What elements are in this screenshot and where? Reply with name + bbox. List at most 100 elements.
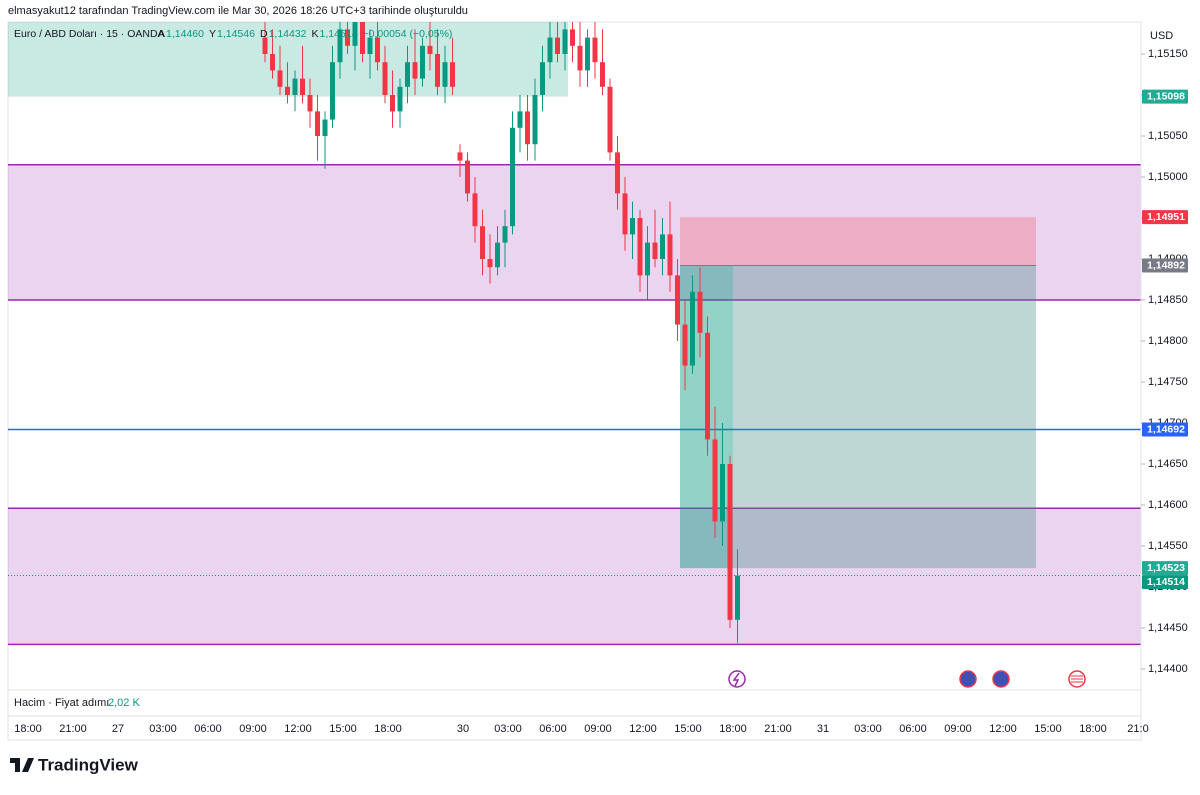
candle-body: [420, 45, 425, 79]
zone: [8, 508, 1141, 645]
price-tick-label: 1,14850: [1148, 294, 1188, 306]
candle-body: [270, 54, 275, 71]
price-badge-label: 1,14692: [1147, 423, 1185, 435]
candle-body: [585, 37, 590, 71]
price-badge-label: 1,14514: [1147, 576, 1185, 588]
candle-body: [457, 152, 463, 161]
legend-key: D: [260, 28, 268, 40]
candle-body: [495, 242, 500, 268]
time-label: 09:00: [584, 723, 612, 735]
time-label: 12:00: [989, 723, 1017, 735]
event-icon[interactable]: [959, 670, 977, 688]
time-label: 12:00: [629, 723, 657, 735]
time-label: 09:00: [239, 723, 267, 735]
legend-key: Y: [209, 28, 216, 40]
candle-body: [600, 62, 605, 87]
candle-body: [435, 54, 440, 87]
price-badge-label: 1,15098: [1147, 90, 1185, 102]
event-icons: [728, 670, 1086, 688]
run-zone: [733, 265, 1036, 569]
time-label: 31: [817, 723, 829, 735]
legend-value: 1,14514: [320, 28, 358, 40]
candle-body: [510, 127, 515, 227]
candle-body: [690, 291, 695, 366]
candle-body: [412, 62, 418, 79]
price-badge-label: 1,14892: [1147, 259, 1185, 271]
candle-body: [667, 234, 673, 276]
time-label: 06:00: [899, 723, 927, 735]
candle-body: [675, 275, 680, 325]
time-label: 27: [112, 723, 124, 735]
price-tick-label: 1,15050: [1148, 130, 1188, 142]
price-badge-label: 1,14951: [1147, 211, 1185, 223]
candle-body: [442, 62, 448, 87]
time-label: 06:00: [539, 723, 567, 735]
price-tick-label: 1,14550: [1148, 540, 1188, 552]
candle-body: [300, 78, 305, 95]
candle-body: [577, 45, 583, 71]
time-label: 06:00: [194, 723, 222, 735]
candle-body: [697, 291, 703, 333]
legend-value: 1,14546: [217, 28, 255, 40]
candle-body: [480, 226, 485, 259]
event-icon[interactable]: [728, 670, 746, 688]
candle-body: [502, 226, 508, 243]
candle-body: [720, 464, 725, 522]
time-label: 21:0: [1127, 723, 1148, 735]
candle-body: [360, 22, 365, 54]
candle-body: [630, 218, 635, 235]
time-label: 03:00: [494, 723, 522, 735]
time-label: 03:00: [149, 723, 177, 735]
candle-body: [570, 29, 575, 46]
brand: TradingView: [38, 755, 139, 774]
event-icon[interactable]: [992, 670, 1010, 688]
caption: elmasyakut12 tarafından TradingView.com …: [8, 5, 468, 17]
price-badge: [1142, 422, 1188, 437]
candle-body: [682, 324, 688, 366]
candle-body: [622, 193, 628, 235]
price-badge-label: 1,14523: [1147, 562, 1185, 574]
time-label: 15:00: [1034, 723, 1062, 735]
candle-body: [337, 29, 343, 63]
candle-body: [607, 86, 613, 153]
stop-zone: [680, 217, 1036, 266]
candle-body: [390, 95, 395, 112]
price-tick-label: 1,14650: [1148, 458, 1188, 470]
legend-key: K: [312, 28, 319, 40]
candle-body: [727, 464, 733, 620]
lightning: [732, 672, 740, 687]
candle-body: [345, 29, 350, 46]
legend-value: 1,14432: [269, 28, 307, 40]
symbol: Euro / ABD Doları · 15 · OANDA: [14, 28, 165, 40]
time-label: 15:00: [674, 723, 702, 735]
price-tick-label: 1,14450: [1148, 622, 1188, 634]
candle-body: [652, 242, 658, 259]
candle-body: [555, 37, 560, 54]
candle-body: [592, 37, 598, 63]
legend: Euro / ABD Doları · 15 · OANDA A 1,14460 Y…: [14, 28, 452, 40]
logo: TradingView: [10, 755, 139, 774]
candle-body: [465, 160, 470, 194]
time-label: 18:00: [374, 723, 402, 735]
candle-body: [292, 78, 298, 95]
legend-key: A: [158, 28, 165, 40]
logo-mark: [10, 758, 34, 772]
price-badge: [1142, 89, 1188, 104]
candle-body: [277, 70, 283, 87]
candle-body: [615, 152, 620, 194]
candle-body: [405, 62, 410, 87]
candle-body: [637, 218, 643, 276]
price-badge: [1142, 210, 1188, 225]
candle-body: [330, 62, 335, 120]
price-badge: [1142, 258, 1188, 273]
candle-body: [487, 259, 493, 268]
candle-body: [562, 29, 568, 54]
candle-body: [382, 62, 388, 95]
time-label: 15:00: [329, 723, 357, 735]
pane-title: Hacim · Fiyat adımı: [14, 697, 109, 709]
candle-body: [645, 242, 650, 276]
time-label: 09:00: [944, 723, 972, 735]
candle-body: [705, 332, 710, 440]
